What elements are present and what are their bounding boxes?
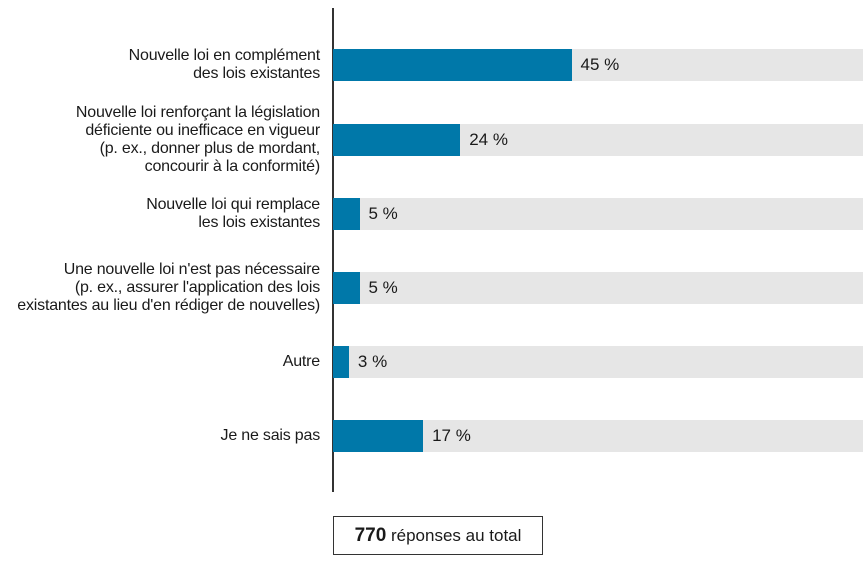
total-count: 770 [354, 525, 387, 546]
bar [333, 346, 349, 378]
bar-row: Autre 3 % [0, 346, 863, 378]
category-label: Autre [282, 353, 320, 370]
category-label: Je ne sais pas [220, 427, 321, 444]
bar [333, 420, 424, 452]
bar-row: Nouvelle loi qui remplace les lois exist… [0, 196, 863, 231]
total-responses-box: 770 réponses au total [333, 516, 543, 555]
category-label: Nouvelle loi renforçant la législation d… [75, 104, 320, 175]
value-label: 3 % [357, 352, 388, 371]
bar-row: Nouvelle loi renforçant la législation d… [0, 104, 863, 175]
bar [333, 198, 360, 230]
bar [333, 49, 572, 81]
value-label: 5 % [368, 204, 398, 223]
bar-row: Nouvelle loi en complément des lois exis… [0, 47, 863, 82]
total-label: réponses au total [386, 526, 522, 545]
y-axis-line [332, 8, 334, 492]
value-label: 5 % [368, 278, 398, 297]
bar-row: Je ne sais pas 17 % [0, 420, 863, 452]
value-label: 24 % [469, 130, 508, 149]
bar-track [333, 198, 863, 230]
bar [333, 124, 461, 156]
category-label: Nouvelle loi en complément des lois exis… [128, 47, 321, 82]
value-label: 17 % [432, 426, 471, 445]
bar-row: Une nouvelle loi n'est pas nécessaire (p… [0, 261, 863, 314]
bar [333, 272, 360, 304]
category-label: Une nouvelle loi n'est pas nécessaire (p… [17, 261, 320, 314]
value-label: 45 % [580, 55, 620, 74]
bar-track [333, 346, 863, 378]
bar-track [333, 272, 863, 304]
category-label: Nouvelle loi qui remplace les lois exist… [146, 196, 320, 231]
